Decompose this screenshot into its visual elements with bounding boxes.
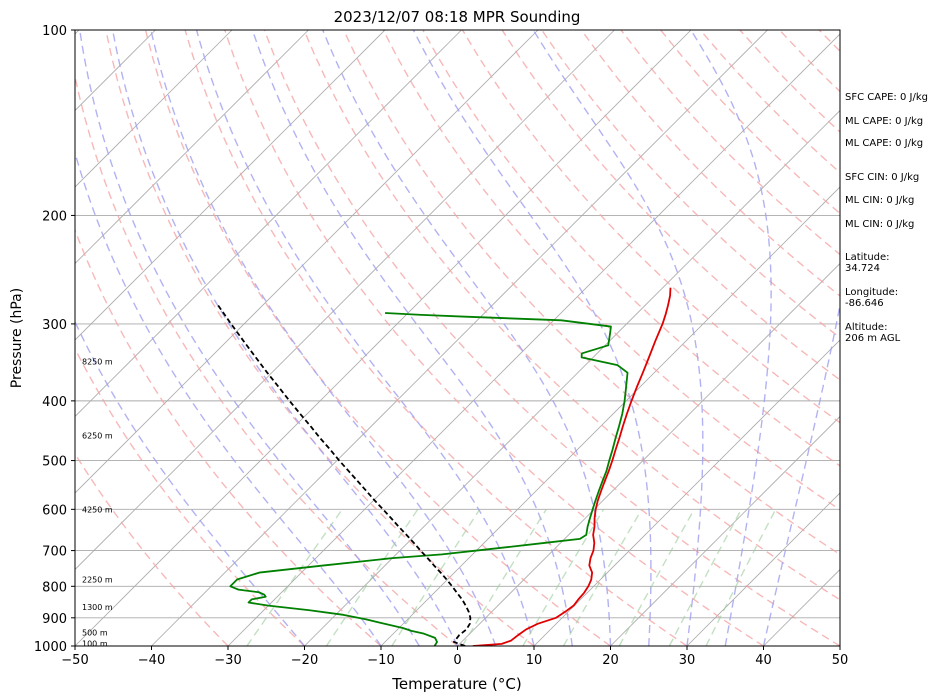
x-tick-label: 20: [602, 653, 619, 668]
dry-adiabat-line: [263, 30, 840, 646]
y-tick-label: 1000: [34, 640, 67, 655]
ml-cape-text-2: ML CAPE: 0 J/kg: [845, 138, 924, 149]
x-tick-label: −20: [291, 653, 318, 668]
mixing-ratio-line: [246, 508, 343, 646]
isotherm-line: [380, 186, 840, 646]
x-axis-label: Temperature (°C): [391, 675, 521, 693]
altitude-value: 206 m AGL: [845, 333, 901, 344]
y-tick-label: 500: [42, 455, 67, 470]
longitude-label: Longitude:: [845, 287, 899, 298]
ml-cin-text-2: ML CIN: 0 J/kg: [845, 219, 915, 230]
y-axis-label: Pressure (hPa): [9, 288, 25, 388]
x-tick-label: −30: [214, 653, 241, 668]
sfc-cin-text: SFC CIN: 0 J/kg: [845, 172, 920, 183]
moist-adiabat-line: [690, 30, 772, 646]
y-tick-label: 900: [42, 612, 67, 627]
moist-adiabat-line: [762, 301, 840, 646]
moist-adiabat-line: [251, 30, 573, 646]
latitude-value: 34.724: [845, 263, 880, 274]
dry-adiabat-line: [224, 30, 764, 646]
mixing-ratio-line: [705, 509, 777, 646]
x-tick-label: 30: [679, 653, 696, 668]
mixing-ratio-line: [522, 508, 605, 646]
dry-adiabat-line: [75, 73, 458, 646]
dewpoint-trace: [229, 312, 629, 646]
parcel-trace: [217, 304, 472, 646]
isotherm-line: [75, 30, 386, 341]
isotherm-line: [0, 30, 3, 646]
ml-cin-text: ML CIN: 0 J/kg: [845, 195, 915, 206]
x-tick-label: 50: [832, 653, 849, 668]
sfc-cape-text: SFC CAPE: 0 J/kg: [845, 92, 928, 103]
y-tick-label: 400: [42, 395, 67, 410]
mixing-ratio-line: [461, 508, 547, 646]
moist-adiabat-line: [75, 150, 382, 646]
isotherm-line: [75, 30, 233, 188]
y-tick-label: 800: [42, 580, 67, 595]
isotherm-line: [686, 492, 840, 646]
height-label: 8250 m: [82, 357, 113, 366]
height-label: 500 m: [82, 628, 108, 637]
dry-adiabat-line: [303, 30, 840, 601]
isotherm-line: [75, 30, 615, 571]
mixing-ratio-line: [618, 508, 695, 646]
isotherm-line: [533, 339, 840, 646]
moist-adiabat-line: [412, 30, 652, 646]
isotherm-line: [75, 30, 309, 265]
x-tick-label: 10: [526, 653, 543, 668]
dry-adiabat-line: [75, 347, 305, 646]
y-tick-label: 200: [42, 209, 67, 224]
isotherm-line: [75, 30, 692, 646]
dry-adiabat-line: [541, 30, 840, 339]
mixing-ratio-line: [668, 509, 742, 646]
dry-adiabat-line: [105, 30, 535, 646]
y-tick-label: 100: [42, 24, 67, 39]
latitude-label: Latitude:: [845, 252, 890, 263]
isotherm-line: [75, 30, 462, 418]
dry-adiabat-line: [75, 452, 229, 646]
x-tick-label: −40: [138, 653, 165, 668]
height-label: 100 m: [82, 639, 108, 648]
moist-adiabat-line: [195, 30, 535, 646]
y-tick-label: 700: [42, 545, 67, 560]
x-tick-label: −50: [61, 653, 88, 668]
dry-adiabat-line: [938, 30, 947, 646]
plot-frame: [74, 29, 841, 647]
mixing-ratio-line: [562, 508, 643, 646]
isotherm-line: [457, 262, 840, 646]
chart-title: 2023/12/07 08:18 MPR Sounding: [334, 8, 581, 26]
height-label: 1300 m: [82, 603, 113, 612]
isotherm-line: [304, 109, 840, 646]
isotherm-line: [151, 30, 768, 646]
moist-adiabat-line: [322, 30, 612, 646]
moist-adiabat-line: [75, 320, 306, 646]
isotherm-line: [610, 415, 840, 646]
y-tick-label: 300: [42, 318, 67, 333]
ml-cape-text: ML CAPE: 0 J/kg: [845, 116, 924, 127]
height-label: 6250 m: [82, 431, 113, 440]
dry-adiabat-line: [461, 30, 840, 424]
altitude-label: Altitude:: [845, 322, 888, 333]
height-label: 2250 m: [82, 576, 113, 585]
x-tick-label: 40: [755, 653, 772, 668]
dry-adiabat-line: [342, 30, 840, 556]
longitude-value: -86.646: [845, 298, 884, 309]
x-tick-label: 0: [453, 653, 461, 668]
dry-adiabat-line: [422, 30, 840, 467]
dry-adiabat-line: [75, 228, 382, 646]
moist-adiabat-line: [79, 30, 420, 646]
isotherm-line: [75, 30, 539, 494]
dry-adiabat-line: [184, 30, 688, 646]
isotherm-line: [227, 33, 840, 646]
height-label: 4250 m: [82, 505, 113, 514]
temperature-trace: [472, 287, 672, 646]
moist-adiabat-line: [150, 30, 497, 646]
x-tick-label: −10: [367, 653, 394, 668]
moist-adiabat-line: [532, 30, 704, 646]
dry-adiabat-line: [144, 30, 611, 646]
mixing-ratio-line: [391, 508, 481, 646]
mixing-ratio-line: [325, 508, 419, 646]
y-tick-label: 600: [42, 503, 67, 518]
